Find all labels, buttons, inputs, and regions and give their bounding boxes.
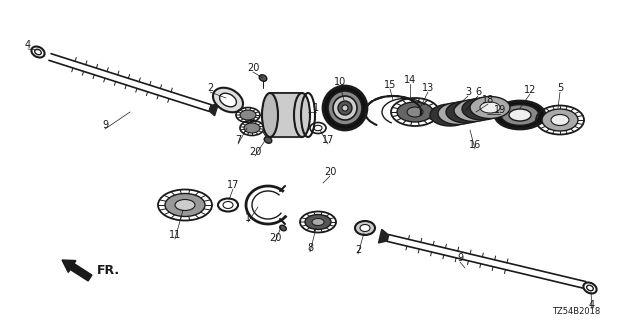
Ellipse shape	[220, 93, 236, 107]
Text: 9: 9	[457, 253, 463, 263]
Text: 12: 12	[524, 85, 536, 95]
Text: FR.: FR.	[97, 265, 120, 277]
Text: 20: 20	[269, 233, 281, 243]
Ellipse shape	[338, 101, 352, 115]
Ellipse shape	[280, 225, 286, 231]
Ellipse shape	[480, 102, 500, 113]
Ellipse shape	[472, 103, 492, 115]
Text: 13: 13	[422, 83, 434, 93]
Text: TZ54B2018: TZ54B2018	[552, 308, 600, 316]
Text: 14: 14	[404, 75, 416, 85]
Ellipse shape	[328, 91, 362, 125]
Ellipse shape	[584, 283, 596, 293]
Ellipse shape	[360, 225, 370, 231]
Polygon shape	[270, 93, 302, 137]
Ellipse shape	[333, 96, 357, 120]
Ellipse shape	[407, 107, 423, 117]
Ellipse shape	[342, 105, 348, 111]
Text: 3: 3	[465, 87, 471, 97]
Ellipse shape	[244, 123, 260, 133]
Text: 2: 2	[355, 245, 361, 255]
Ellipse shape	[587, 285, 593, 291]
Text: 17: 17	[227, 180, 239, 190]
Text: 10: 10	[334, 77, 346, 87]
Ellipse shape	[31, 46, 45, 58]
Ellipse shape	[440, 109, 460, 121]
Ellipse shape	[470, 97, 510, 118]
Ellipse shape	[462, 98, 502, 120]
Ellipse shape	[213, 88, 243, 112]
Text: 8: 8	[307, 243, 313, 253]
Ellipse shape	[456, 107, 476, 117]
Ellipse shape	[448, 108, 468, 119]
Text: 18: 18	[482, 95, 494, 105]
Ellipse shape	[259, 75, 267, 81]
Ellipse shape	[464, 105, 484, 116]
Ellipse shape	[430, 104, 470, 126]
Ellipse shape	[165, 194, 205, 217]
Text: 5: 5	[557, 83, 563, 93]
Ellipse shape	[438, 102, 478, 124]
Ellipse shape	[501, 105, 539, 125]
Ellipse shape	[446, 101, 486, 123]
Ellipse shape	[294, 93, 310, 137]
Text: 20: 20	[324, 167, 336, 177]
Text: 11: 11	[169, 230, 181, 240]
Text: 6: 6	[475, 87, 481, 97]
Ellipse shape	[264, 137, 272, 143]
Text: 15: 15	[384, 80, 396, 90]
Text: 16: 16	[469, 140, 481, 150]
Ellipse shape	[397, 102, 433, 122]
Text: 20: 20	[249, 147, 261, 157]
Ellipse shape	[355, 221, 375, 235]
Ellipse shape	[305, 214, 331, 229]
Ellipse shape	[509, 109, 531, 121]
Ellipse shape	[551, 115, 569, 125]
Text: 20: 20	[247, 63, 259, 73]
FancyArrow shape	[62, 260, 92, 281]
Text: 2: 2	[207, 83, 213, 93]
Text: 4: 4	[25, 40, 31, 50]
Text: 1: 1	[245, 213, 251, 223]
Text: 4: 4	[589, 300, 595, 310]
Ellipse shape	[323, 86, 367, 130]
Ellipse shape	[240, 110, 256, 120]
Ellipse shape	[542, 109, 578, 131]
Polygon shape	[378, 229, 388, 243]
Text: 17: 17	[322, 135, 334, 145]
Polygon shape	[209, 104, 218, 116]
Ellipse shape	[262, 93, 278, 137]
Text: 19: 19	[494, 105, 506, 115]
Text: 9: 9	[102, 120, 108, 130]
Ellipse shape	[35, 49, 42, 55]
Ellipse shape	[495, 101, 545, 129]
Text: 7: 7	[235, 135, 241, 145]
Text: 1: 1	[313, 103, 319, 113]
Ellipse shape	[175, 199, 195, 211]
Ellipse shape	[312, 219, 324, 226]
Ellipse shape	[454, 100, 494, 122]
